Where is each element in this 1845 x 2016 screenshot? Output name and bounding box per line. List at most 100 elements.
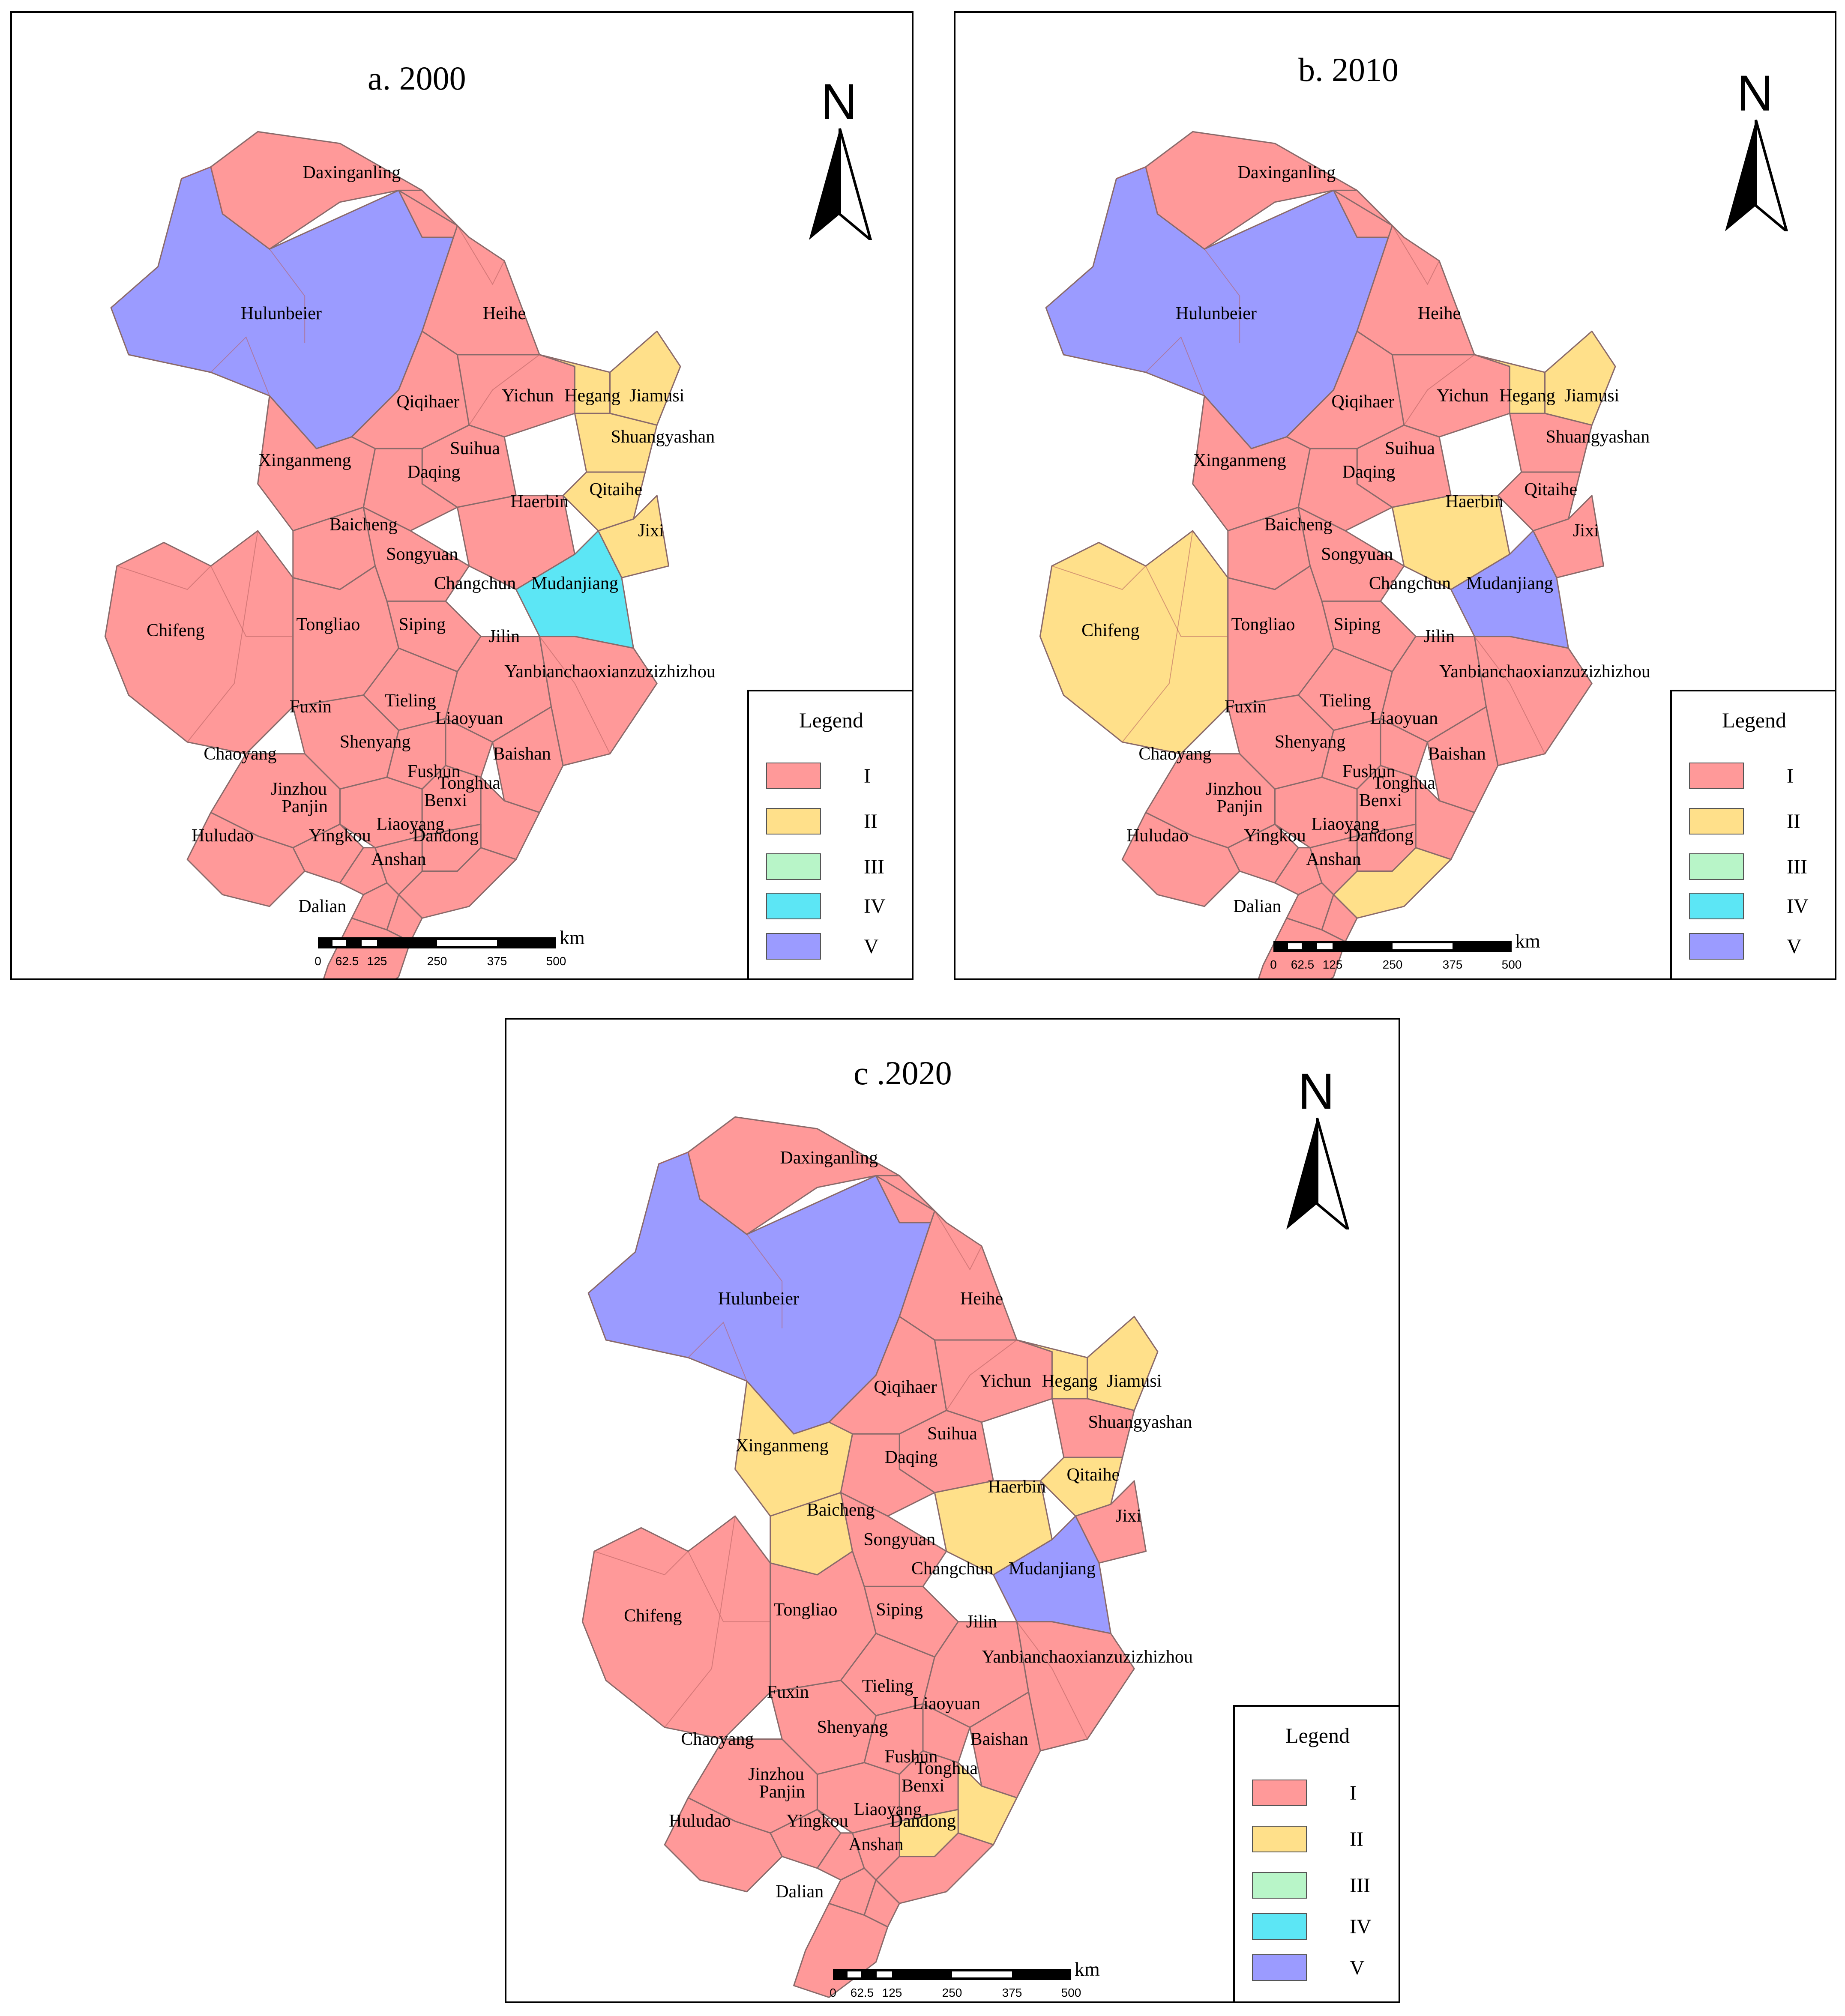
region-huludao xyxy=(187,813,305,906)
place-label-shenyang: Shenyang xyxy=(339,732,411,752)
legend-label: III xyxy=(1787,855,1807,878)
place-label-changchun: Changchun xyxy=(1369,574,1451,594)
place-label-tieling: Tieling xyxy=(862,1676,914,1696)
legend-label: I xyxy=(1350,1781,1357,1804)
legend-label: IV xyxy=(1787,894,1809,918)
panel-title: a. 2000 xyxy=(368,60,466,97)
place-label-anshan: Anshan xyxy=(1306,849,1361,870)
place-label-qiqihaer: Qiqihaer xyxy=(874,1377,937,1397)
north-arrow-icon: N xyxy=(1278,1063,1355,1229)
county-boundary xyxy=(946,1340,1017,1410)
legend-swatch xyxy=(1252,1780,1307,1806)
legend-item: IV xyxy=(1689,889,1809,923)
place-label-yichun: Yichun xyxy=(502,386,554,406)
place-label-qiqihaer: Qiqihaer xyxy=(396,392,460,412)
legend-item: I xyxy=(766,759,871,793)
scale-tick: 250 xyxy=(1382,958,1403,971)
region-baishan xyxy=(493,707,563,813)
place-label-haerbin: Haerbin xyxy=(1445,491,1504,511)
legend-swatch xyxy=(1252,1872,1307,1899)
county-boundary xyxy=(187,531,258,742)
place-label-heihe: Heihe xyxy=(482,304,526,324)
place-label-chifeng: Chifeng xyxy=(1081,620,1140,640)
place-label-hulunbeier: Hulunbeier xyxy=(240,304,322,324)
place-label-hegang: Hegang xyxy=(1042,1371,1098,1391)
place-label-huludao: Huludao xyxy=(1126,826,1189,846)
legend-label: II xyxy=(1787,810,1800,833)
place-label-qiqihaer: Qiqihaer xyxy=(1331,392,1395,412)
place-label-changchun: Changchun xyxy=(434,574,516,594)
scale-tick: 375 xyxy=(1442,958,1463,971)
scale-tick: 62.5 xyxy=(1291,958,1315,971)
county-boundary xyxy=(665,1516,735,1727)
place-label-jinzhou: Jinzhou xyxy=(1206,779,1262,799)
scale-tick: 375 xyxy=(487,954,507,968)
place-label-suihua: Suihua xyxy=(1385,439,1435,459)
county-boundary xyxy=(539,637,610,754)
county-boundary xyxy=(1017,1622,1087,1739)
legend-swatch xyxy=(766,763,821,789)
place-label-tonghua: Tonghua xyxy=(1372,773,1435,793)
place-label-panjin: Panjin xyxy=(282,796,328,817)
place-label-jixi: Jixi xyxy=(1573,521,1599,541)
place-label-liaoyang: Liaoyang xyxy=(854,1800,922,1819)
place-label-chaoyang: Chaoyang xyxy=(1138,744,1212,764)
map-panel-2000: a. 2000 N Legend I II III IV V km 0 62.5… xyxy=(10,11,914,980)
legend-title: Legend xyxy=(1285,1723,1350,1747)
place-label-dandong: Dandong xyxy=(890,1811,956,1831)
place-label-shuangyashan: Shuangyashan xyxy=(1088,1412,1192,1432)
county-boundary xyxy=(1117,167,1158,214)
place-label-haerbin: Haerbin xyxy=(510,491,569,511)
legend-swatch xyxy=(766,853,821,880)
place-label-jilin: Jilin xyxy=(1423,626,1455,646)
county-boundary xyxy=(594,1551,688,1575)
place-label-fushun: Fushun xyxy=(1342,761,1396,781)
place-label-baicheng: Baicheng xyxy=(329,515,398,535)
region-daxinganling xyxy=(211,132,469,249)
county-boundary xyxy=(469,355,539,425)
county-boundary xyxy=(1474,637,1545,754)
county-boundary xyxy=(1052,566,1146,589)
region-jiamusi xyxy=(1087,1316,1158,1410)
place-label-siping: Siping xyxy=(398,615,446,635)
county-boundary xyxy=(457,226,504,284)
place-label-xinganmeng: Xinganmeng xyxy=(258,450,351,470)
place-label-dalian: Dalian xyxy=(298,896,347,916)
county-boundary xyxy=(1122,531,1192,742)
place-label-liaoyang: Liaoyang xyxy=(1311,814,1380,834)
legend-item: V xyxy=(766,930,879,963)
legend-item: II xyxy=(766,805,878,838)
scale-bar: km 0 62.5 125 250 375 500 xyxy=(830,1958,1100,2001)
place-label-yingkou: Yingkou xyxy=(309,826,371,846)
place-label-haerbin: Haerbin xyxy=(988,1477,1046,1497)
scale-tick: 62.5 xyxy=(850,1986,874,1999)
place-label-baishan: Baishan xyxy=(970,1729,1028,1749)
county-boundary xyxy=(1204,249,1240,343)
legend-swatch xyxy=(1252,1826,1307,1852)
place-label-daqing: Daqing xyxy=(1342,462,1396,482)
county-boundary xyxy=(688,1551,770,1621)
county-boundary xyxy=(270,249,305,343)
place-label-jinzhou: Jinzhou xyxy=(271,779,327,799)
scale-tick: 0 xyxy=(830,1986,836,1999)
legend-item: IV xyxy=(1252,1910,1372,1943)
legend-swatch xyxy=(1689,763,1744,789)
place-label-yanbianchaoxianzuzizhizhou: Yanbianchaoxianzuzizhizhou xyxy=(982,1647,1193,1667)
region-huludao xyxy=(1122,813,1240,906)
place-label-jiamusi: Jiamusi xyxy=(1564,386,1620,406)
place-label-baicheng: Baicheng xyxy=(1264,515,1333,535)
place-label-shenyang: Shenyang xyxy=(1274,732,1346,752)
map-regions xyxy=(582,1117,1158,1997)
place-label-jixi: Jixi xyxy=(638,521,664,541)
place-label-fuxin: Fuxin xyxy=(767,1682,809,1702)
place-label-dalian: Dalian xyxy=(1233,896,1282,916)
north-letter: N xyxy=(1737,65,1773,122)
place-label-yingkou: Yingkou xyxy=(786,1811,848,1831)
map-regions xyxy=(105,132,680,978)
legend-label: V xyxy=(864,935,879,958)
place-label-daqing: Daqing xyxy=(884,1448,938,1467)
place-label-suihua: Suihua xyxy=(450,439,500,459)
place-label-chaoyang: Chaoyang xyxy=(681,1729,754,1749)
place-label-anshan: Anshan xyxy=(848,1835,904,1855)
legend-title: Legend xyxy=(799,708,863,732)
